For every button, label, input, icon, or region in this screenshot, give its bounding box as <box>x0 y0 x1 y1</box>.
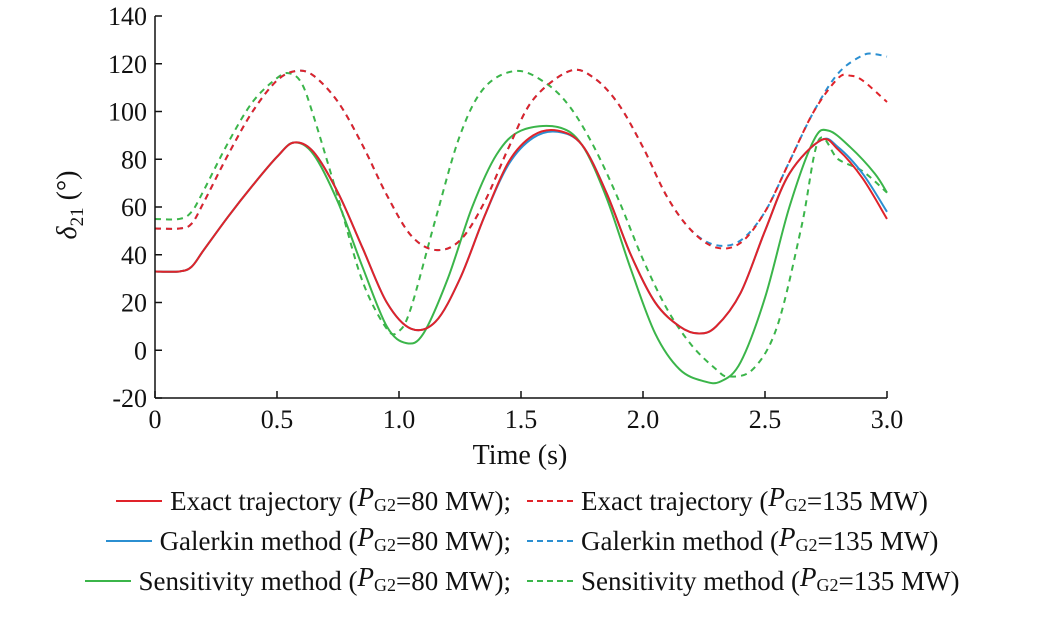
legend-param-symbol: PG2 <box>357 522 397 555</box>
x-tick-label: 1.5 <box>505 405 538 434</box>
x-tick-label: 3.0 <box>871 405 904 434</box>
legend-param-value: =80 MW <box>396 526 495 556</box>
y-tick-label: -20 <box>112 384 147 413</box>
legend-separator: ; <box>503 526 511 556</box>
legend-param-value: =135 MW <box>806 486 919 516</box>
x-tick-label: 0.5 <box>261 405 294 434</box>
legend-param-value: =135 MW <box>838 566 951 596</box>
legend-swatch-exact80 <box>116 496 163 506</box>
legend-param-value: =135 MW <box>817 526 930 556</box>
legend-row-galerkin: Galerkin method (PG2 =80 MW); Galerkin met… <box>0 521 1044 561</box>
legend-entry-sens80: Sensitivity method (PG2 =80 MW); <box>84 560 522 602</box>
legend-separator: ; <box>503 486 511 516</box>
x-tick-label: 2.0 <box>627 405 660 434</box>
legend-swatch-galerkin135 <box>527 536 573 546</box>
legend-row-sensitivity: Sensitivity method (PG2 =80 MW); Sensitivi… <box>0 561 1044 601</box>
series-line-exact135 <box>154 68 888 252</box>
y-axis-label-unit: (°) <box>52 171 83 208</box>
y-tick-label: 20 <box>121 289 147 318</box>
legend-label: Galerkin method <box>581 526 764 556</box>
legend-label: Sensitivity method <box>581 566 785 596</box>
legend-param-symbol: PG2 <box>357 482 397 515</box>
legend-label: Exact trajectory <box>170 486 342 516</box>
y-axis-label-subscript: 21 <box>67 207 88 226</box>
x-axis-label: Time (s) <box>473 440 568 470</box>
x-tick-label: 0 <box>149 405 162 434</box>
series-line-sens135 <box>154 69 888 378</box>
legend-param-symbol: PG2 <box>800 562 839 595</box>
y-tick-label: 0 <box>134 336 147 365</box>
y-tick-label: 40 <box>121 241 147 270</box>
series-line-galerkin135 <box>154 52 888 252</box>
legend-entry-sens135: Sensitivity method (PG2 =135 MW) <box>527 560 959 602</box>
legend-entry-exact135: Exact trajectory (PG2 =135 MW) <box>527 480 928 522</box>
legend-swatch-galerkin80 <box>105 536 152 546</box>
legend-param-value: =80 MW <box>396 486 495 516</box>
legend-param-symbol: PG2 <box>778 522 818 555</box>
legend-swatch-sens135 <box>527 576 573 586</box>
y-tick-label: 60 <box>121 193 147 222</box>
y-tick-label: 140 <box>108 2 147 31</box>
legend-label: Sensitivity method <box>138 566 342 596</box>
y-axis-label-symbol: δ <box>52 225 83 239</box>
legend-entry-galerkin80: Galerkin method (PG2 =80 MW); <box>105 520 521 562</box>
series-line-sens80 <box>154 124 888 385</box>
legend-label: Galerkin method <box>159 526 342 556</box>
y-tick-label: 100 <box>108 98 147 127</box>
legend-param-symbol: PG2 <box>768 482 807 515</box>
y-tick-label: 80 <box>121 145 147 174</box>
legend: Exact trajectory (PG2 =80 MW); Exact traje… <box>0 481 1044 601</box>
legend-param-value: =80 MW <box>396 566 495 596</box>
legend-swatch-sens80 <box>84 576 131 586</box>
legend-swatch-exact135 <box>527 496 573 506</box>
legend-entry-galerkin135: Galerkin method (PG2 =135 MW) <box>527 520 938 562</box>
series-line-galerkin80 <box>154 130 888 335</box>
legend-separator: ; <box>503 566 511 596</box>
series-line-exact80 <box>154 128 888 335</box>
legend-entry-exact80: Exact trajectory (PG2 =80 MW); <box>116 480 521 522</box>
y-tick-label: 120 <box>108 50 147 79</box>
legend-label: Exact trajectory <box>581 486 753 516</box>
x-tick-label: 2.5 <box>749 405 782 434</box>
plot-area <box>154 52 888 385</box>
legend-param-symbol: PG2 <box>357 562 397 595</box>
y-axis-label: δ21 (°) <box>52 171 88 240</box>
x-tick-label: 1.0 <box>383 405 416 434</box>
legend-row-exact: Exact trajectory (PG2 =80 MW); Exact traje… <box>0 481 1044 521</box>
